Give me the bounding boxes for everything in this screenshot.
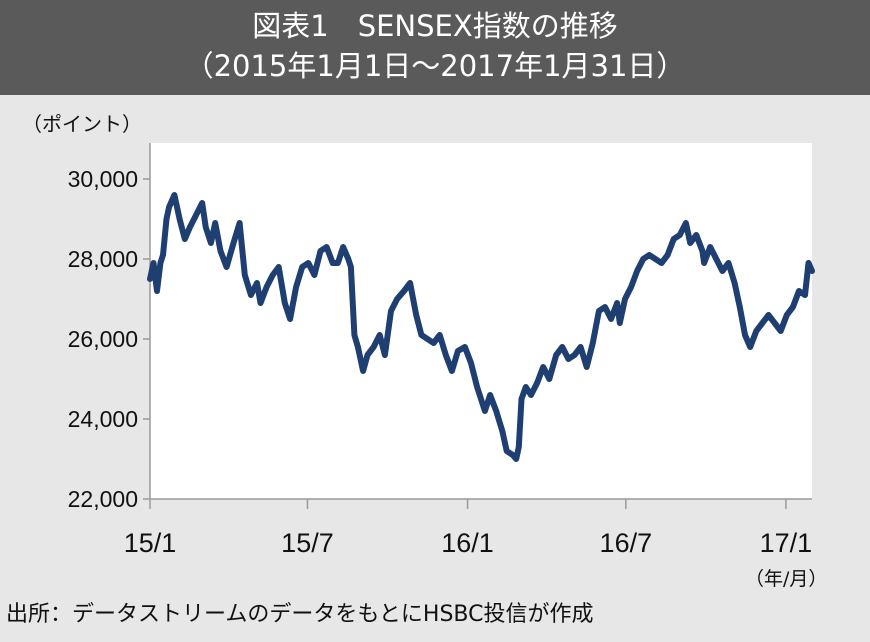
x-tick-label: 15/7	[281, 528, 334, 558]
y-tick-label: 24,000	[68, 406, 138, 432]
source-note: 出所：データストリームのデータをもとにHSBC投信が作成	[6, 602, 594, 627]
y-axis: 22,000 24,000 26,000 28,000 30,000	[68, 143, 151, 512]
x-tick-label: 16/1	[441, 528, 494, 558]
chart-header: 図表1 SENSEX指数の推移 （2015年1月1日～2017年1月31日）	[0, 0, 870, 95]
y-axis-unit-label: （ポイント）	[22, 112, 142, 136]
y-tick-label: 30,000	[68, 166, 138, 192]
y-tick-label: 26,000	[68, 326, 138, 352]
x-axis-unit-label: （年/月）	[745, 568, 828, 590]
chart-subtitle: （2015年1月1日～2017年1月31日）	[184, 49, 686, 83]
sensex-series-line	[147, 192, 815, 462]
y-tick-label: 22,000	[68, 486, 138, 512]
plot-area	[150, 143, 812, 499]
y-tick-label: 28,000	[68, 246, 138, 272]
x-tick-label: 17/1	[760, 528, 813, 558]
chart-title: 図表1 SENSEX指数の推移	[252, 9, 618, 43]
x-axis: 15/1 15/7 16/1 16/7 17/1	[124, 498, 813, 558]
x-tick-label: 16/7	[600, 528, 653, 558]
x-tick-label: 15/1	[124, 528, 177, 558]
